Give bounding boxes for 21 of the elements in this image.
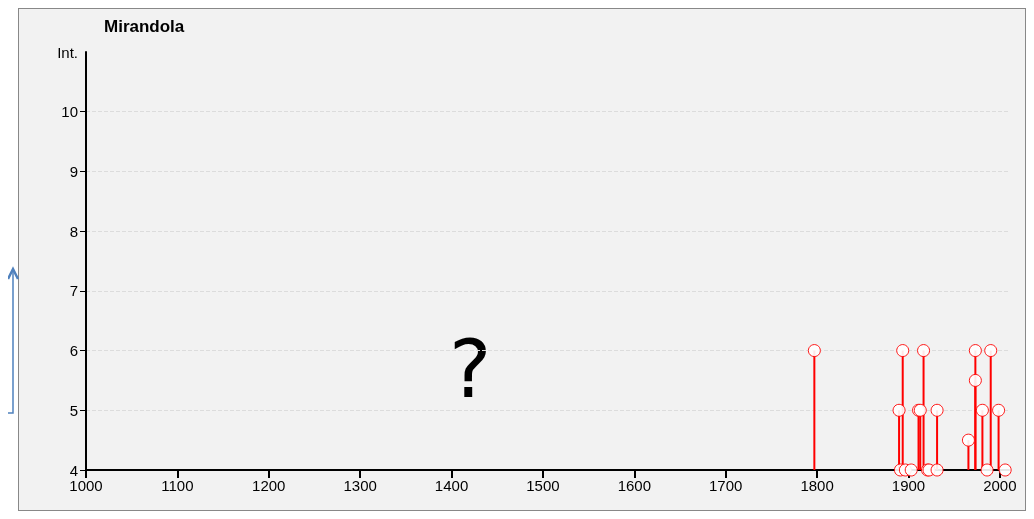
x-tick-label: 2000 [983,477,1017,494]
y-tick-label: 7 [69,282,78,300]
x-tick-label: 1600 [617,477,651,494]
chart-title: Mirandola [104,17,185,36]
x-tick-label: 1500 [526,477,560,494]
y-tick-label: 10 [61,103,78,121]
x-tick-label: 1300 [343,477,377,494]
x-tick-label: 1900 [891,477,926,494]
x-tick-label: 1200 [252,477,286,494]
y-tick-label: 5 [69,401,78,419]
y-tick-label: 9 [69,162,78,180]
x-tick-label: 1100 [161,477,194,494]
y-tick-label: 6 [69,342,78,360]
x-tick-label: 1700 [709,477,743,494]
x-tick-label: 1000 [69,477,103,494]
y-tick-label: 4 [69,461,78,479]
y-axis-title: Int. [57,44,78,61]
annotation: ? [449,322,492,416]
x-tick-label: 1400 [434,477,469,494]
y-tick-label: 8 [69,222,78,240]
x-tick-label: 1800 [800,477,834,494]
